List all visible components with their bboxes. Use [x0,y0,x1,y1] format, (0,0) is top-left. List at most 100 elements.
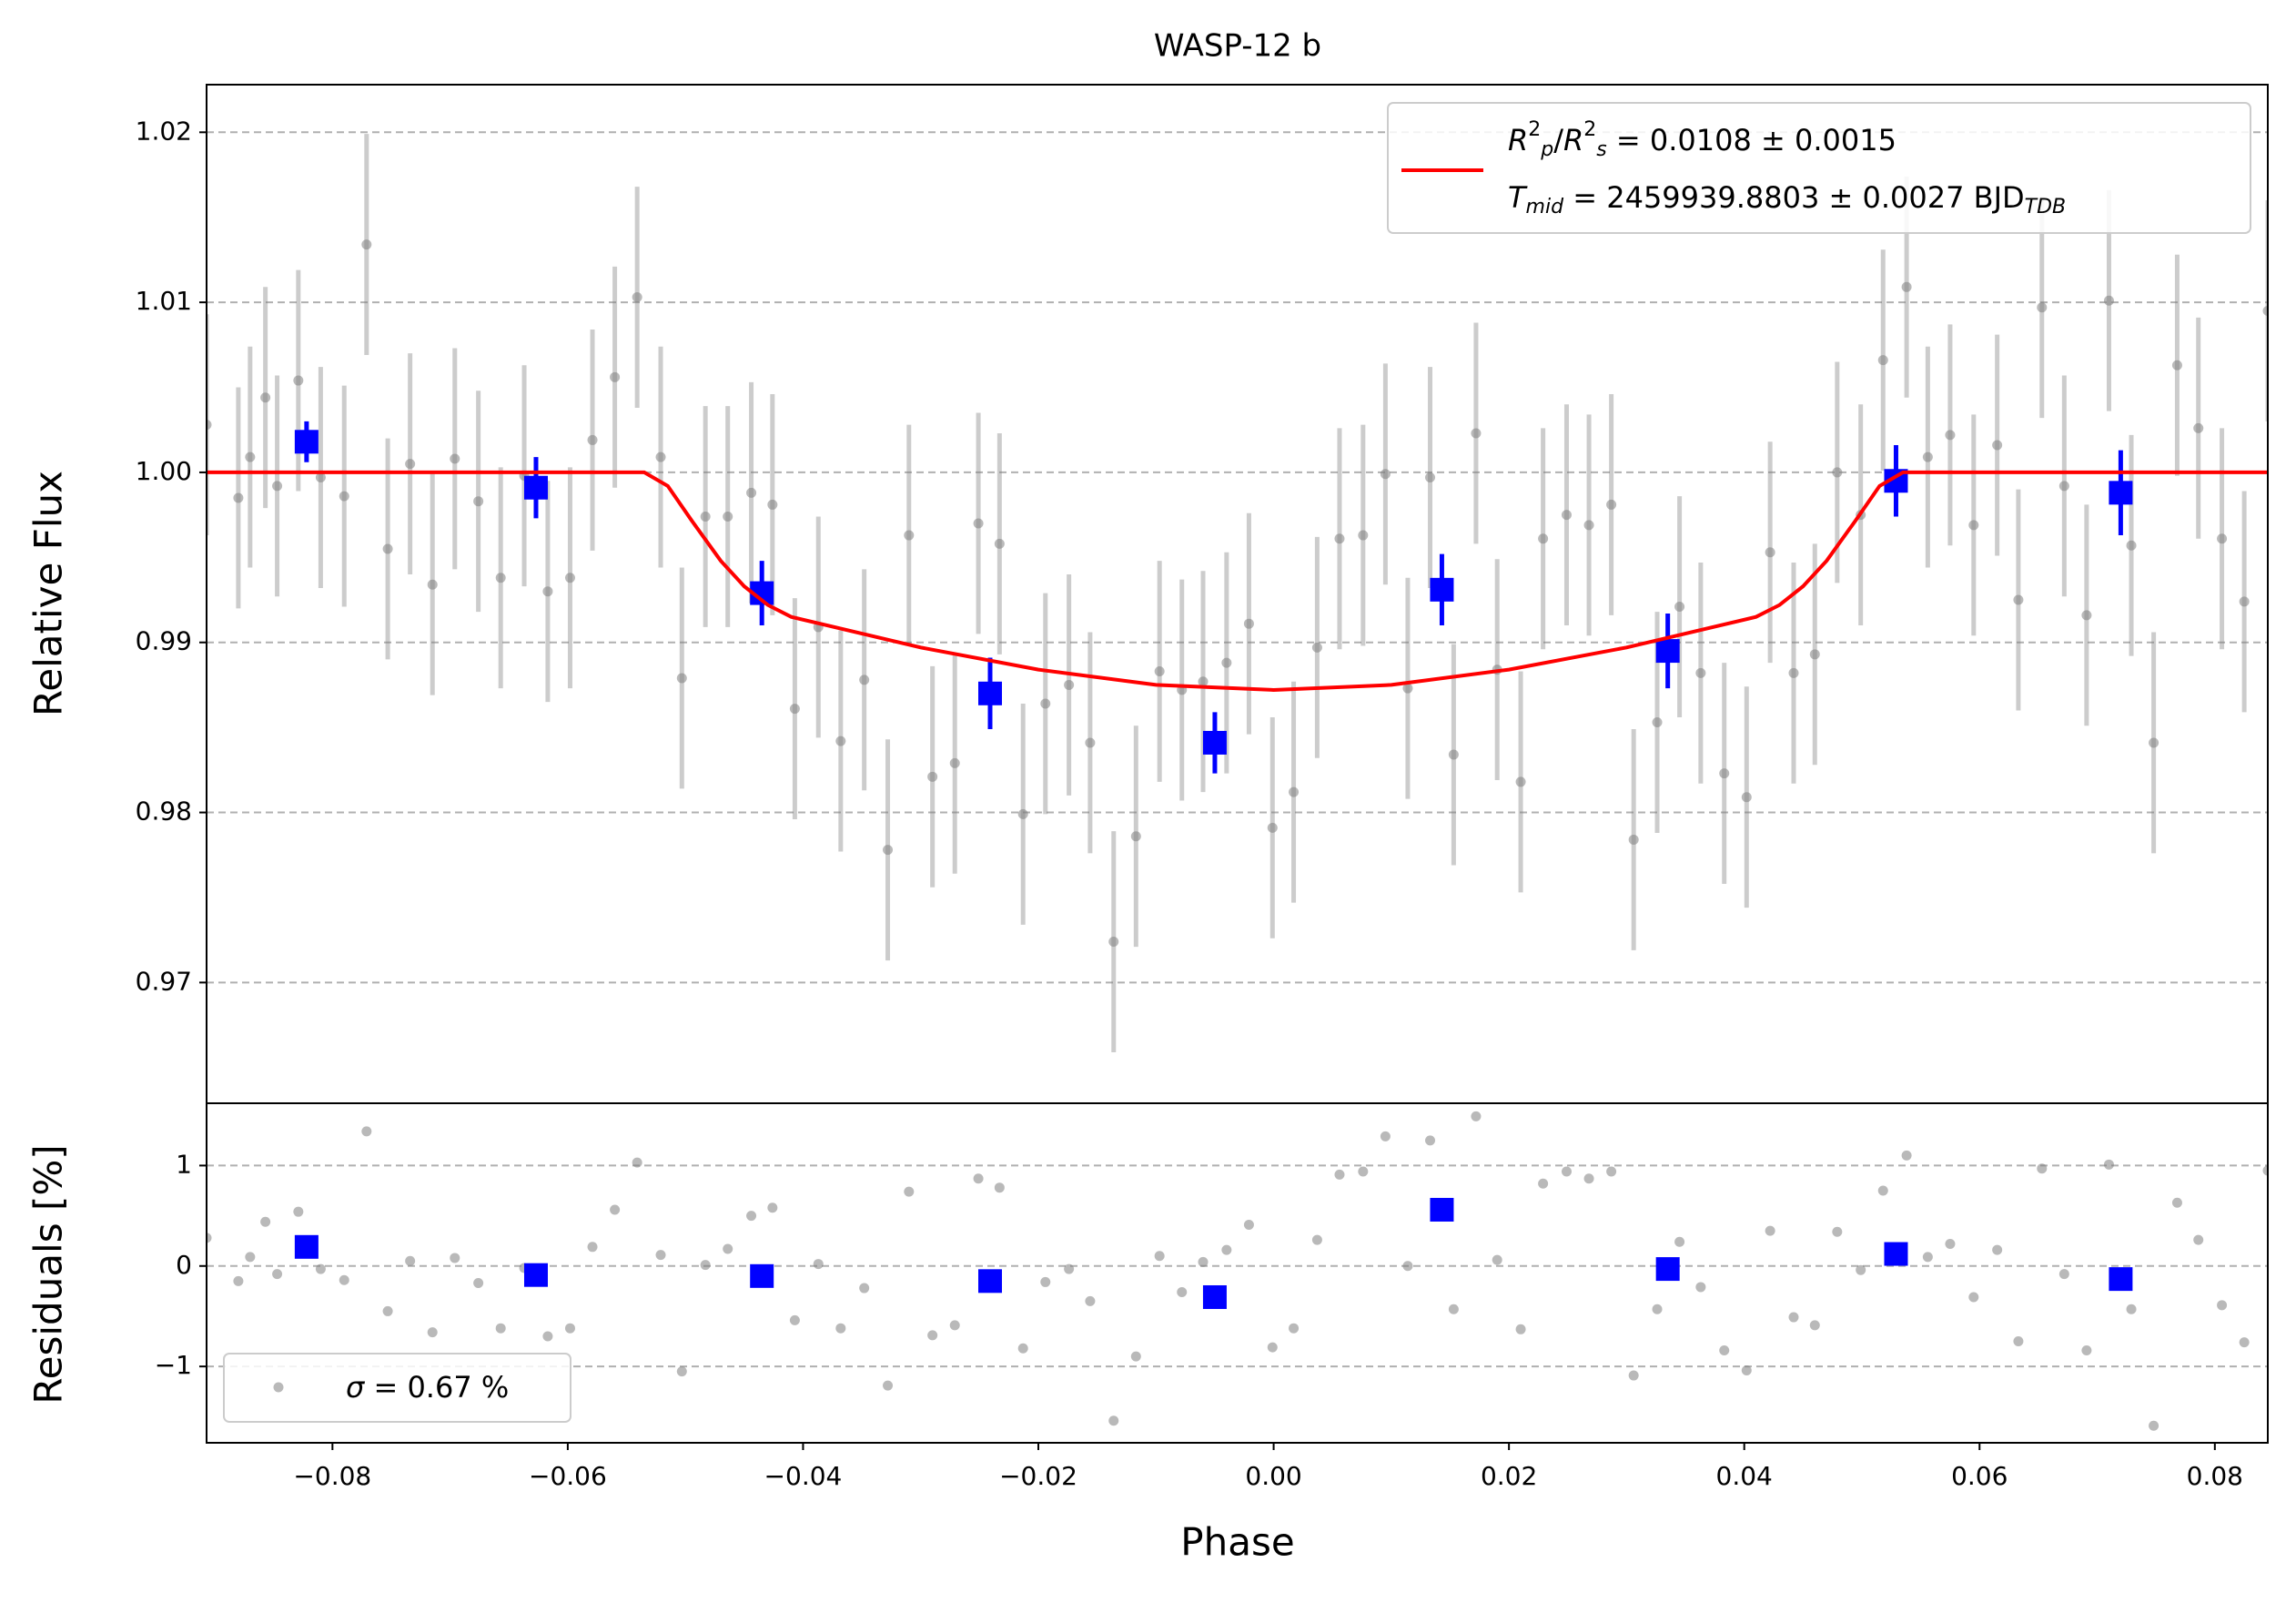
data-point [1992,440,2003,451]
data-point [272,481,283,492]
data-point [2149,737,2159,748]
legend-swatch [273,1382,284,1393]
binned-point [294,1234,319,1259]
data-point [1243,618,1254,629]
data-point [293,375,304,386]
data-point [859,675,870,685]
data-point [1358,530,1369,541]
data-point [1402,683,1413,694]
data-point [2103,1159,2114,1170]
legend-text: R [1563,123,1583,157]
data-point [587,434,598,445]
data-point [1968,1292,1979,1303]
x-tick-label: 0.02 [1481,1461,1537,1491]
data-point [260,392,271,403]
data-point [1856,1264,1866,1275]
data-point [2149,1420,2159,1431]
data-point [1040,698,1051,709]
data-point [2126,540,2137,551]
data-point [1267,822,1278,833]
data-point [789,1314,800,1325]
data-point [1945,1238,1956,1249]
data-point [2081,610,2092,621]
data-point [1471,1111,1482,1121]
data-point [450,1253,460,1263]
legend-text: p [1540,138,1553,161]
data-point [767,1202,778,1213]
binned-point [1655,639,1680,664]
data-point [1674,602,1685,613]
data-point [542,586,553,597]
data-point [1968,520,1979,531]
data-point [1788,1312,1799,1323]
data-point [564,1323,575,1334]
data-point [1583,520,1594,531]
data-point [1267,1342,1278,1353]
binned-point [1884,1242,1908,1266]
data-point [610,1204,621,1215]
data-point [883,845,894,856]
data-point [405,1255,416,1266]
data-point [1674,1236,1685,1247]
data-point [1448,1304,1459,1314]
data-point [1380,1131,1391,1141]
data-point [1765,547,1775,558]
overlay: WASP-12 b Relative Flux Residuals [%] Ph… [26,28,2269,1565]
data-point [1380,469,1391,480]
data-point [382,543,393,554]
x-tick-label: 0.06 [1951,1461,2008,1491]
data-point [676,673,687,684]
data-point [1085,737,1096,748]
data-point [1108,937,1119,948]
data-point [835,1323,846,1334]
data-point [564,573,575,583]
data-point [1085,1295,1096,1306]
data-point [2037,1163,2048,1174]
data-point [1606,1166,1617,1177]
data-point [632,1157,642,1168]
data-point [293,1206,304,1217]
data-point [1198,676,1209,687]
data-point [361,1126,372,1137]
data-point [789,704,800,715]
data-point [2193,422,2204,433]
data-point [315,472,326,483]
data-point [1515,776,1526,787]
legend-text: T [1508,180,1528,215]
data-point [495,573,506,583]
data-point [1064,679,1075,690]
data-point [904,530,915,541]
data-point [1425,472,1436,483]
binned-point [294,430,319,454]
binned-point [1430,577,1454,602]
binned-point [523,1263,548,1287]
data-point [2217,533,2228,544]
data-point [339,491,349,502]
data-point [382,1305,393,1316]
data-point [2103,295,2114,306]
data-point [1561,510,1572,521]
data-point [427,1327,438,1338]
data-point [1628,1370,1639,1381]
data-point [233,1275,244,1286]
data-point [2239,596,2250,607]
data-point [1311,642,1322,653]
data-point [1311,1234,1322,1245]
data-point [1719,1344,1730,1355]
data-point [1809,649,1820,660]
y-tick-label: 0 [176,1250,192,1280]
data-point [2262,305,2268,316]
data-point [1652,717,1663,728]
x-tick-label: 0.08 [2187,1461,2243,1491]
data-point [1221,657,1232,668]
x-tick-label: −0.04 [764,1461,843,1491]
data-point [1334,1169,1345,1180]
data-point [767,499,778,510]
data-point [260,1216,271,1227]
data-point [949,757,960,768]
legend-label: Tmid = 2459939.8803 ± 0.0027 BJDTDB [1508,180,2066,218]
data-point [473,1278,484,1289]
